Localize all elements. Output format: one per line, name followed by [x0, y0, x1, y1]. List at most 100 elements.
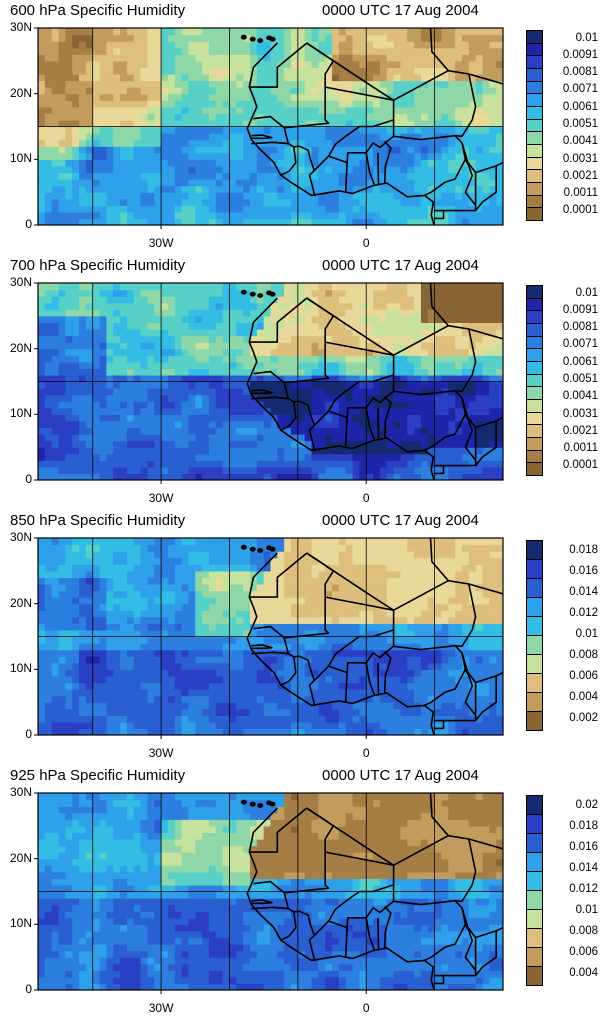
map-panel: 600 hPa Specific Humidity 0000 UTC 17 Aug… [0, 0, 600, 255]
graticule [38, 538, 503, 735]
colorbar-swatch [526, 118, 543, 133]
colorbar-label: 0.0091 [562, 303, 598, 316]
border-line [464, 668, 477, 716]
island [257, 803, 264, 808]
colorbar-swatch [526, 182, 543, 196]
colorbar-label: 0.0041 [562, 135, 598, 148]
colorbar-label: 0.016 [569, 564, 598, 577]
colorbar-swatch [526, 399, 543, 413]
border-line [328, 374, 395, 419]
colorbar-swatch [526, 194, 543, 209]
panel-time: 0000 UTC 17 Aug 2004 [322, 512, 479, 529]
lon-tick-label: 30W [148, 236, 174, 250]
colorbar-label: 0.01 [575, 904, 598, 917]
border-line [433, 427, 477, 467]
border-line [393, 69, 477, 138]
border-line [429, 793, 449, 837]
border-line [383, 396, 392, 439]
lon-tick-label: 0 [362, 236, 370, 250]
border-line [250, 552, 308, 598]
colorbar-swatch [526, 297, 543, 312]
humidity-map [34, 27, 504, 229]
colorbar-swatch [526, 310, 543, 324]
colorbar-label: 0.01 [575, 286, 598, 299]
colorbar-swatch [526, 30, 543, 44]
colorbar-label: 0.0061 [562, 355, 598, 368]
lat-tick-label: 30N [9, 785, 32, 799]
border-line [429, 538, 449, 582]
colorbar-label: 0.0001 [562, 459, 598, 472]
border-line [250, 807, 308, 853]
humidity-field [38, 28, 503, 225]
border-line [365, 152, 376, 186]
colorbar-swatch [526, 285, 543, 299]
island [266, 35, 273, 41]
colorbar-swatch [526, 947, 543, 967]
border-line [474, 675, 497, 722]
border-line [464, 923, 477, 971]
border-line [433, 465, 445, 475]
island [249, 36, 256, 42]
colorbar-label: 0.014 [569, 861, 598, 874]
colorbar-label: 0.02 [575, 798, 598, 811]
island [257, 548, 264, 553]
lat-tick-label: 20N [9, 85, 32, 100]
island [266, 545, 273, 551]
colorbar-label: 0.018 [569, 543, 598, 556]
colorbar-swatch [526, 156, 543, 171]
colorbar-swatch [526, 635, 543, 655]
panel-title: 925 hPa Specific Humidity [10, 767, 186, 784]
colorbar-swatch [526, 711, 543, 731]
lat-tick-label: 30N [9, 20, 32, 34]
coastline [246, 297, 435, 480]
colorbar-swatch [526, 335, 543, 350]
colorbar-label: 0.01 [575, 31, 598, 44]
panel-time: 0000 UTC 17 Aug 2004 [322, 767, 479, 784]
island [266, 800, 273, 806]
humidity-map [34, 537, 504, 739]
colorbar-swatch [526, 348, 543, 362]
border-line [306, 42, 395, 101]
colorbar-label: 0.006 [569, 946, 598, 959]
colorbar-swatch [526, 559, 543, 579]
island [249, 801, 256, 807]
island [257, 38, 264, 43]
border-line [468, 73, 503, 85]
border-line [251, 134, 273, 140]
humidity-field [38, 538, 503, 735]
map-frame [37, 282, 504, 481]
border-line [365, 662, 376, 696]
graticule [38, 793, 503, 990]
border-line [383, 651, 392, 694]
border-line [383, 906, 392, 949]
colorbar-label: 0.0011 [563, 187, 598, 200]
island [240, 799, 247, 805]
border-line [344, 417, 348, 447]
colorbar-swatch [526, 93, 543, 107]
colorbar-swatch [526, 814, 543, 834]
island [266, 290, 273, 296]
panel-title: 700 hPa Specific Humidity [10, 257, 186, 274]
border-line [393, 834, 477, 903]
colorbar-swatch [526, 42, 543, 57]
colorbar-label: 0.016 [569, 840, 598, 853]
border-line [393, 579, 477, 648]
colorbar-swatch [526, 361, 543, 375]
colorbar-swatch [526, 673, 543, 693]
colorbar-swatch [526, 654, 543, 674]
colorbar-label: 0.012 [569, 606, 598, 619]
lat-tick-label: 10N [9, 661, 32, 676]
border-line [377, 917, 380, 950]
colorbar-label: 0.0051 [562, 118, 598, 130]
border-line [344, 162, 348, 192]
colorbar-swatch [526, 207, 543, 221]
border-line [433, 937, 477, 977]
lat-tick-label: 20N [9, 850, 32, 865]
colorbar-label: 0.018 [569, 819, 598, 832]
border-line [433, 172, 477, 212]
colorbar-swatch [526, 928, 543, 948]
border-line [429, 28, 449, 72]
border-line [377, 407, 380, 440]
island [249, 546, 256, 552]
graticule [38, 28, 503, 225]
